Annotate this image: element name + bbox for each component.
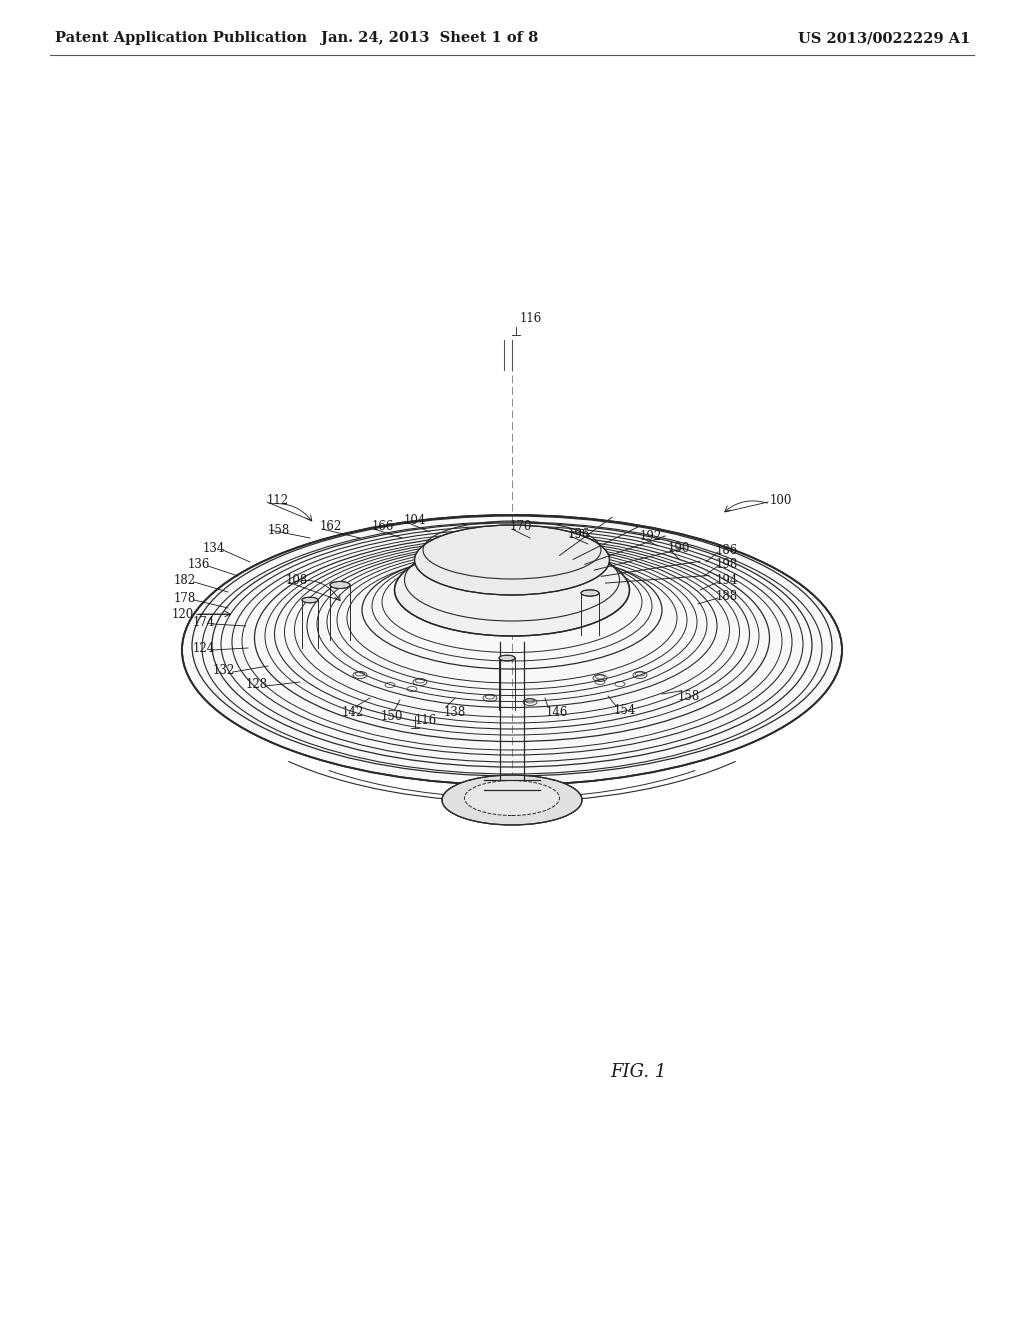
Text: 190: 190 <box>668 541 690 554</box>
Text: 170: 170 <box>510 520 532 533</box>
Ellipse shape <box>499 655 515 661</box>
Ellipse shape <box>302 597 318 603</box>
Text: 100: 100 <box>770 494 793 507</box>
Text: 112: 112 <box>267 494 289 507</box>
Text: 124: 124 <box>193 642 215 655</box>
Text: 146: 146 <box>546 706 568 719</box>
Ellipse shape <box>442 775 582 825</box>
Ellipse shape <box>581 590 599 597</box>
Text: 128: 128 <box>246 677 268 690</box>
Text: 166: 166 <box>372 520 394 533</box>
Text: 158: 158 <box>268 524 290 536</box>
Text: 154: 154 <box>614 704 636 717</box>
Text: 108: 108 <box>286 573 308 586</box>
Text: US 2013/0022229 A1: US 2013/0022229 A1 <box>798 30 970 45</box>
Text: 134: 134 <box>203 541 225 554</box>
Text: 186: 186 <box>716 544 738 557</box>
Text: 162: 162 <box>319 520 342 533</box>
Ellipse shape <box>182 515 842 785</box>
Text: 182: 182 <box>174 573 196 586</box>
Ellipse shape <box>394 544 630 636</box>
Ellipse shape <box>465 780 559 816</box>
Text: 192: 192 <box>640 529 663 543</box>
Text: 116: 116 <box>520 312 543 325</box>
Text: 178: 178 <box>174 591 196 605</box>
Text: 104: 104 <box>404 513 426 527</box>
Text: 116: 116 <box>415 714 437 727</box>
Text: 142: 142 <box>342 706 365 719</box>
Text: 150: 150 <box>381 710 403 723</box>
Ellipse shape <box>415 525 609 595</box>
Text: 138: 138 <box>444 706 466 719</box>
Text: 136: 136 <box>187 557 210 570</box>
Text: 188: 188 <box>716 590 738 602</box>
Ellipse shape <box>330 582 350 589</box>
Text: Jan. 24, 2013  Sheet 1 of 8: Jan. 24, 2013 Sheet 1 of 8 <box>322 30 539 45</box>
Text: FIG. 1: FIG. 1 <box>610 1063 667 1081</box>
Text: 194: 194 <box>716 573 738 586</box>
Text: Patent Application Publication: Patent Application Publication <box>55 30 307 45</box>
Text: 174: 174 <box>193 615 215 628</box>
Text: 196: 196 <box>568 528 591 540</box>
Text: 120: 120 <box>172 607 194 620</box>
Text: 132: 132 <box>213 664 234 676</box>
Text: 158: 158 <box>678 690 700 704</box>
Text: 198: 198 <box>716 557 738 570</box>
